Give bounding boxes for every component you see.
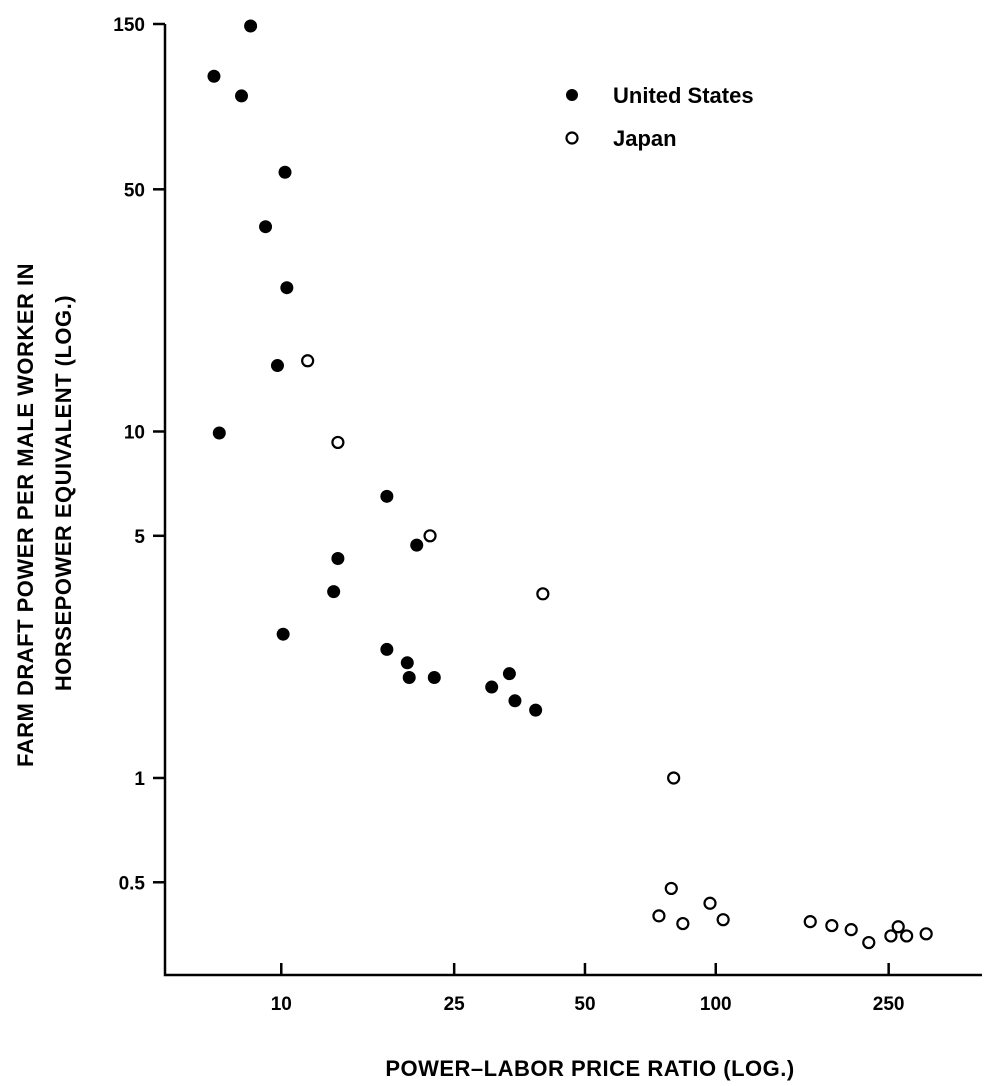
legend-label-japan: Japan <box>613 126 677 151</box>
data-point-japan <box>652 909 666 923</box>
data-point-japan <box>900 929 914 943</box>
y-tick-label: 5 <box>134 527 145 548</box>
legend-marker-united-states <box>566 89 578 101</box>
data-point-united-states <box>427 670 441 684</box>
data-point-united-states <box>410 538 424 552</box>
data-point-japan <box>716 913 730 927</box>
data-point-united-states <box>331 551 345 565</box>
legend-marker-japan <box>565 131 579 145</box>
x-axis-title: POWER–LABOR PRICE RATIO (LOG.) <box>385 1056 794 1081</box>
y-axis-title-line1: FARM DRAFT POWER PER MALE WORKER IN <box>13 263 38 767</box>
data-point-japan <box>919 927 933 941</box>
data-point-japan <box>703 896 717 910</box>
data-point-japan <box>844 923 858 937</box>
y-tick-label: 50 <box>124 180 145 201</box>
data-point-japan <box>891 920 905 934</box>
data-point-united-states <box>485 680 499 694</box>
x-tick-label: 10 <box>271 994 292 1015</box>
data-point-united-states <box>402 670 416 684</box>
data-point-united-states <box>270 359 284 373</box>
data-point-japan <box>536 587 550 601</box>
data-point-japan <box>884 929 898 943</box>
data-point-japan <box>862 935 876 950</box>
data-point-united-states <box>400 656 414 670</box>
ticks: 150 50 10 5 1 0.5 10 25 50 100 250 <box>113 15 904 1015</box>
data-point-united-states <box>327 585 341 599</box>
data-point-united-states <box>529 703 543 717</box>
x-tick-label: 100 <box>700 994 732 1015</box>
data-point-united-states <box>207 69 221 83</box>
axis-lines <box>163 24 982 977</box>
y-axis-title-line2: HORSEPOWER EQUIVALENT (LOG.) <box>51 295 76 691</box>
data-point-united-states <box>380 642 394 656</box>
data-point-united-states <box>244 19 258 33</box>
data-point-united-states <box>212 426 226 440</box>
data-point-japan <box>301 354 315 368</box>
data-point-japan <box>423 529 437 543</box>
data-point-japan <box>676 916 690 931</box>
data-point-united-states <box>380 489 394 503</box>
y-tick-label: 0.5 <box>119 873 146 894</box>
data-point-united-states <box>235 89 249 103</box>
y-tick-label: 10 <box>124 422 145 443</box>
data-point-united-states <box>259 220 273 234</box>
data-point-united-states <box>508 694 522 708</box>
data-point-united-states <box>280 281 294 295</box>
axes <box>163 24 982 977</box>
legend-label-united-states: United States <box>613 83 754 108</box>
data-point-japan <box>825 918 839 933</box>
data-point-united-states <box>278 165 292 179</box>
x-tick-label: 250 <box>873 994 905 1015</box>
data-point-japan <box>803 915 817 929</box>
data-points <box>207 19 933 950</box>
x-tick-label: 25 <box>444 994 466 1015</box>
y-tick-label: 150 <box>113 15 145 36</box>
y-tick-label: 1 <box>134 769 145 790</box>
legend: United States Japan <box>565 83 754 151</box>
data-point-japan <box>331 435 345 450</box>
data-point-japan <box>667 771 681 785</box>
data-point-united-states <box>276 627 290 641</box>
x-tick-label: 50 <box>574 994 595 1015</box>
data-point-japan <box>664 881 678 896</box>
data-point-united-states <box>502 667 516 681</box>
